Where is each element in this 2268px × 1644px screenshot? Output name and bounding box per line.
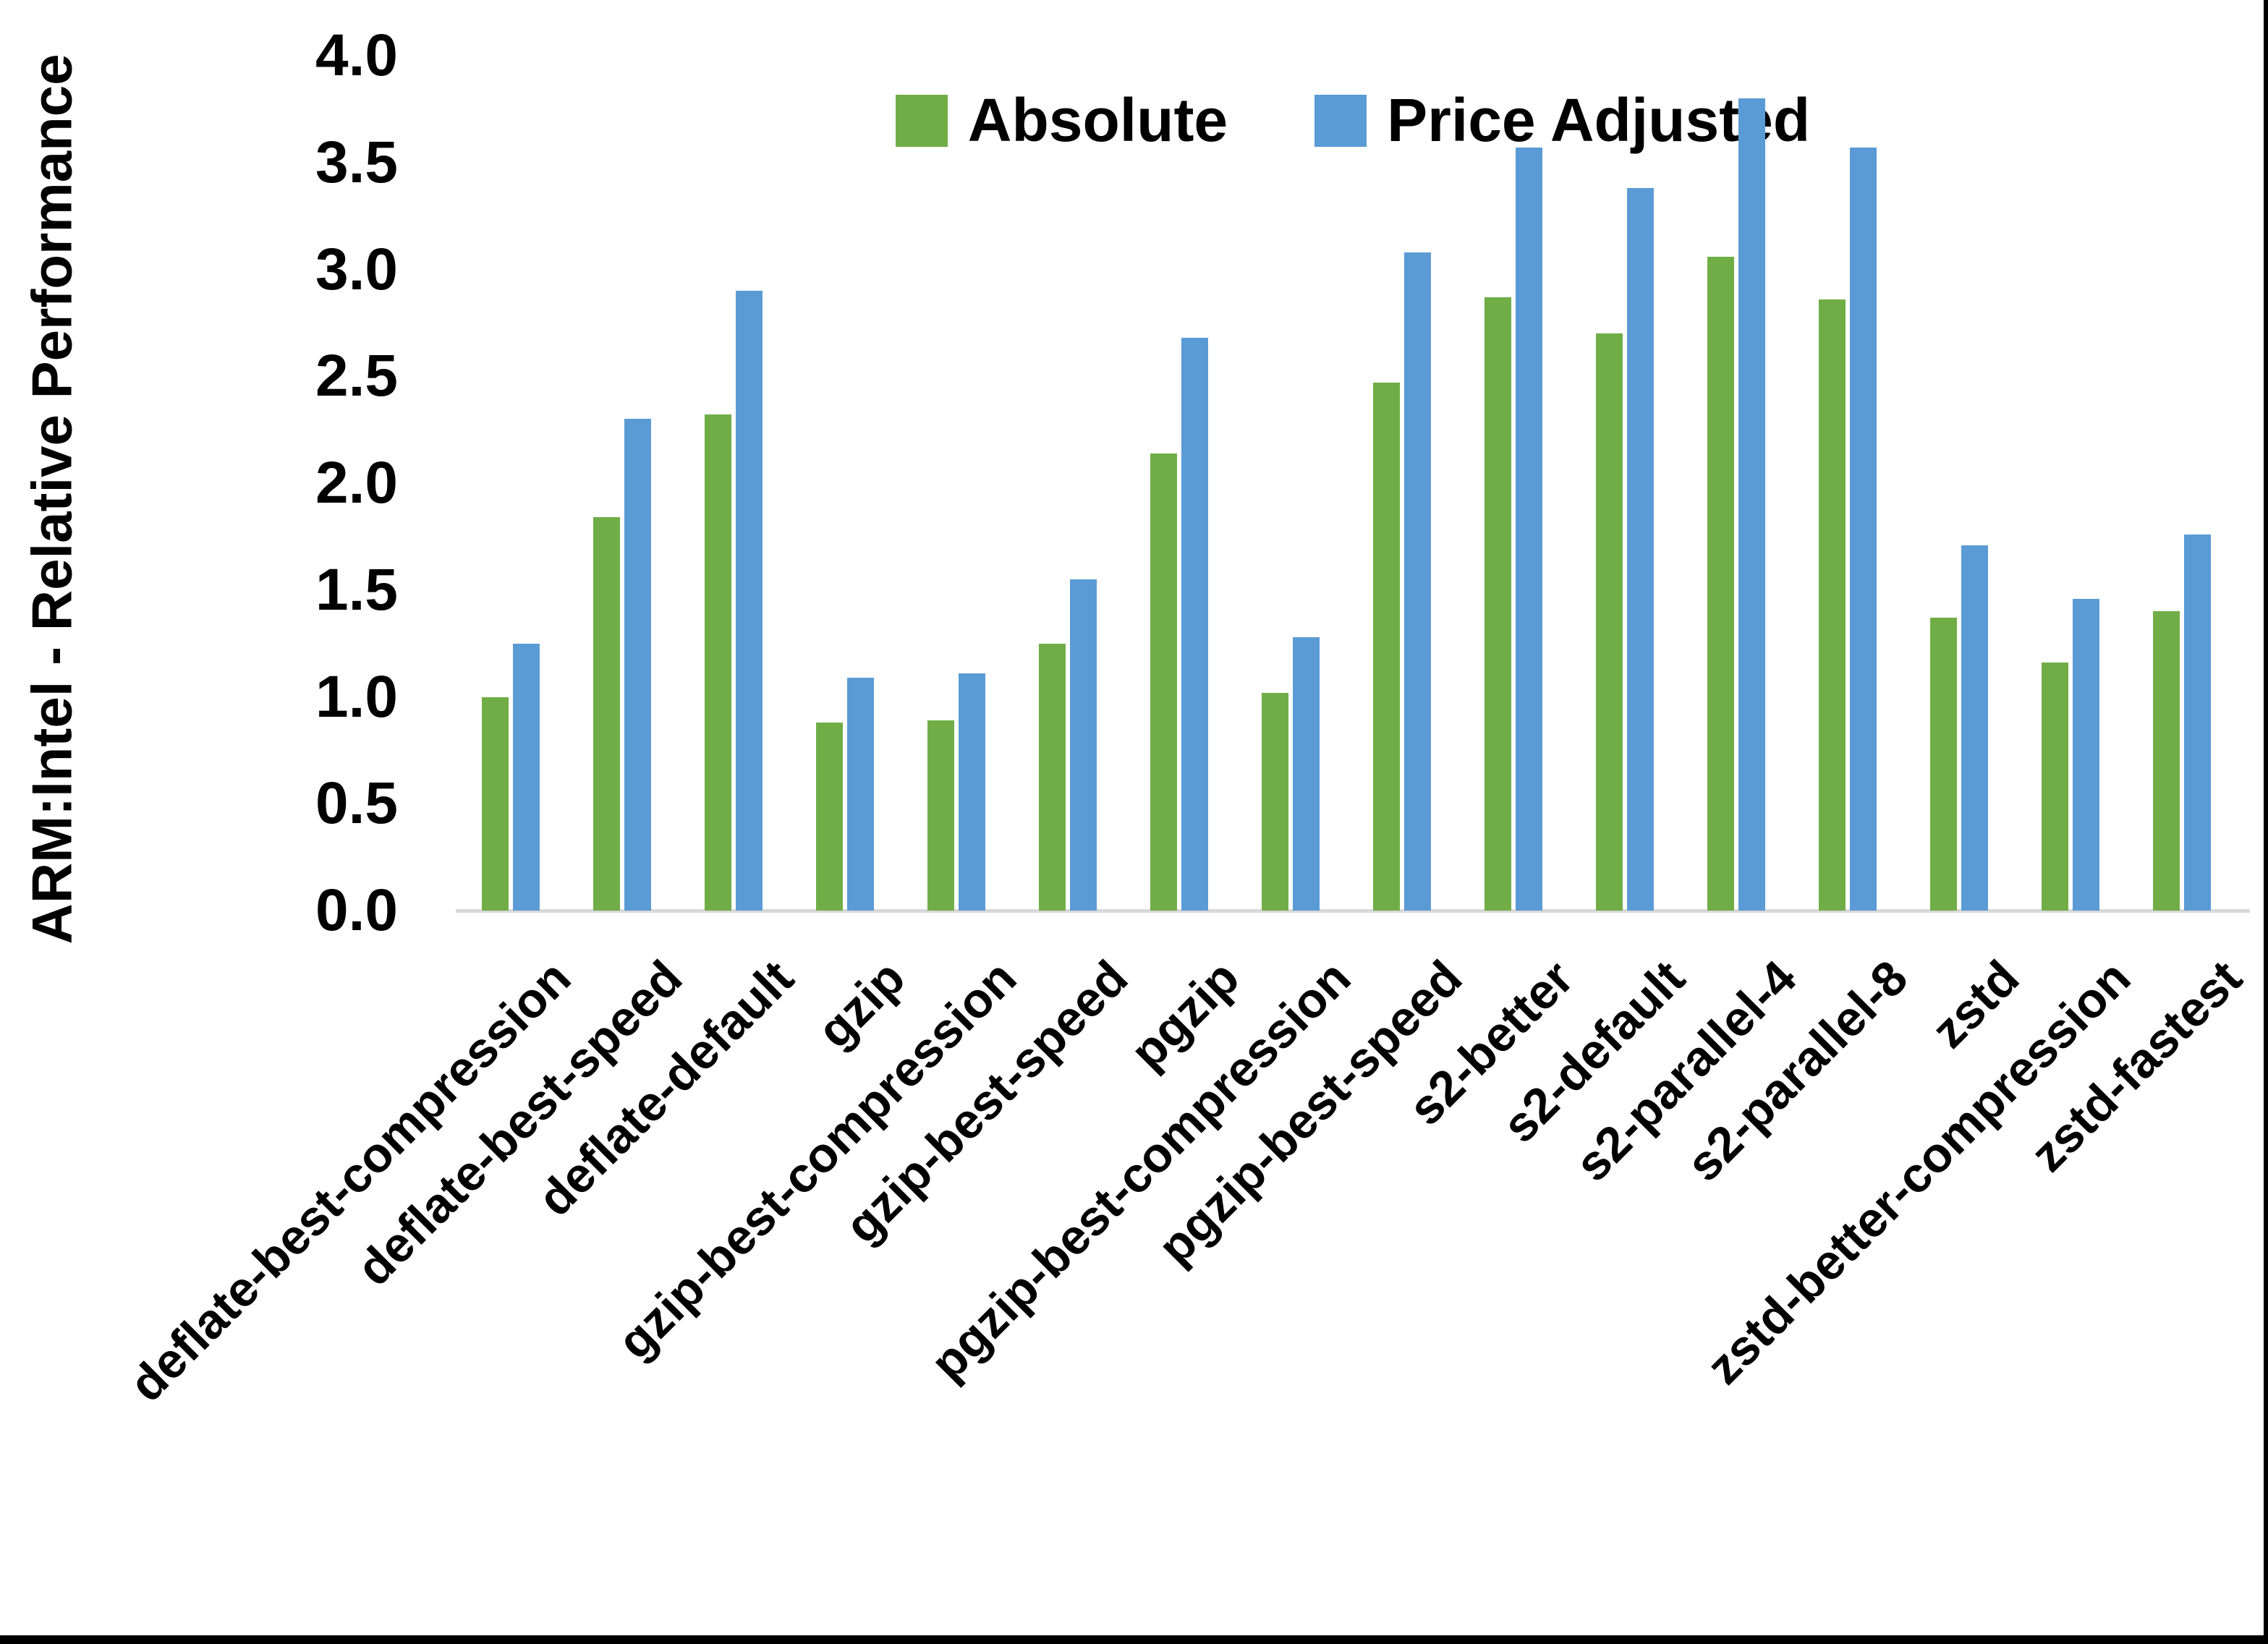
bar-price-adjusted-s2-default: [1627, 188, 1654, 911]
bar-price-adjusted-pgzip-best-speed: [1404, 252, 1431, 911]
bar-price-adjusted-zstd-fastest: [2184, 534, 2211, 911]
bar-price-adjusted-pgzip: [1181, 338, 1208, 911]
bar-absolute-gzip-best-speed: [1039, 643, 1066, 911]
bar-absolute-s2-default: [1596, 333, 1623, 911]
bar-absolute-deflate-best-speed: [593, 517, 620, 911]
bar-price-adjusted-s2-better: [1516, 148, 1542, 911]
bar-price-adjusted-s2-parallel-8: [1850, 148, 1877, 911]
y-tick-label: 1.0: [315, 663, 398, 730]
bar-absolute-gzip: [816, 722, 843, 911]
bar-price-adjusted-s2-parallel-4: [1738, 98, 1765, 911]
bar-absolute-gzip-best-compression: [927, 720, 954, 911]
bar-price-adjusted-deflate-best-compression: [513, 643, 540, 911]
y-tick-label: 2.0: [315, 450, 398, 516]
y-tick-label: 0.0: [315, 877, 398, 943]
bar-price-adjusted-gzip-best-speed: [1070, 579, 1097, 911]
legend-label-absolute: Absolute: [967, 86, 1228, 154]
y-tick-label: 4.0: [315, 22, 398, 88]
y-tick-label: 3.5: [315, 129, 398, 195]
bar-absolute-deflate-best-compression: [482, 697, 509, 911]
bar-absolute-zstd-fastest: [2153, 611, 2180, 911]
bar-price-adjusted-zstd-better-compression: [2073, 598, 2099, 911]
x-axis-line: [456, 909, 2250, 913]
bar-absolute-s2-parallel-4: [1707, 256, 1734, 911]
bar-absolute-deflate-default: [705, 414, 731, 911]
legend-swatch-absolute-icon: [895, 94, 948, 147]
bar-price-adjusted-gzip: [847, 677, 874, 911]
legend-item-absolute: Absolute: [895, 85, 1228, 156]
bar-price-adjusted-deflate-default: [736, 291, 763, 911]
bar-absolute-zstd-better-compression: [2042, 663, 2068, 911]
bar-absolute-zstd: [1930, 618, 1957, 911]
bar-price-adjusted-pgzip-best-compression: [1293, 636, 1320, 911]
bar-absolute-pgzip-best-speed: [1373, 383, 1400, 911]
y-tick-label: 3.0: [315, 236, 398, 302]
y-tick-label: 2.5: [315, 343, 398, 409]
bar-absolute-s2-better: [1485, 297, 1511, 911]
bar-absolute-pgzip: [1150, 453, 1177, 911]
legend-swatch-price-adjusted-icon: [1314, 94, 1367, 147]
bar-price-adjusted-zstd: [1961, 545, 1988, 911]
y-tick-label: 1.5: [315, 556, 398, 623]
bar-absolute-pgzip-best-compression: [1262, 692, 1288, 911]
bar-absolute-s2-parallel-8: [1819, 299, 1846, 911]
y-tick-label: 0.5: [315, 770, 398, 837]
bar-price-adjusted-deflate-best-speed: [624, 419, 651, 911]
bar-price-adjusted-gzip-best-compression: [959, 673, 985, 911]
